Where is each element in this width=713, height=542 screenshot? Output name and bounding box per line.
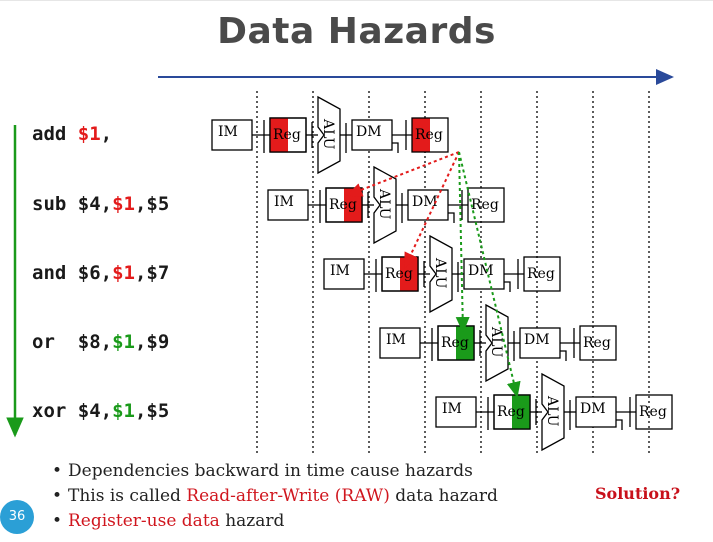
reg-highlight xyxy=(456,326,474,360)
stage-connector xyxy=(560,350,567,361)
register-operand: $1 xyxy=(112,331,135,353)
dm-stage xyxy=(463,258,505,290)
stage-connector xyxy=(504,281,511,292)
bullet-text: data hazard xyxy=(389,486,498,506)
reg-highlight xyxy=(344,188,362,222)
alu-stage xyxy=(485,303,509,383)
reg-highlight xyxy=(412,118,430,152)
bullet-list: • Dependencies backward in time cause haz… xyxy=(52,459,498,534)
im-label: IM xyxy=(274,194,294,210)
instruction-text: ,$5 xyxy=(134,400,170,422)
im-stage xyxy=(379,327,421,359)
dm-label: DM xyxy=(580,401,606,417)
register-operand: $1 xyxy=(112,193,135,215)
dm-label: DM xyxy=(356,124,382,140)
writeback-reg-label: Reg xyxy=(415,127,443,143)
alu-label: ALU xyxy=(488,326,504,358)
highlighted-text: Register-use data xyxy=(68,511,220,531)
writeback-reg-stage xyxy=(467,187,505,223)
instruction-add: add $1, xyxy=(32,123,112,145)
bullet-item: • Dependencies backward in time cause haz… xyxy=(52,459,498,484)
alu-stage xyxy=(541,372,565,452)
instruction-and: and $6,$1,$7 xyxy=(32,262,169,284)
reg-label: Reg xyxy=(385,266,413,282)
slide-title: Data Hazards xyxy=(217,11,496,52)
register-operand: $1 xyxy=(112,400,135,422)
instruction-text: or $8, xyxy=(32,331,113,353)
stage-connector xyxy=(392,142,399,153)
instruction-text: xor $4, xyxy=(32,400,113,422)
dependency-arrows xyxy=(346,151,521,398)
im-label: IM xyxy=(442,401,462,417)
bullet-item: • Register-use data hazard xyxy=(52,509,498,534)
reg-highlight xyxy=(270,118,288,152)
bullet-dot: • xyxy=(52,511,63,531)
bullet-text: hazard xyxy=(219,511,285,531)
alu-label: ALU xyxy=(320,118,336,150)
im-label: IM xyxy=(218,124,238,140)
solution-prompt: Solution? xyxy=(595,484,681,503)
alu-stage xyxy=(373,165,397,245)
alu-label: ALU xyxy=(432,257,448,289)
bullet-dot: • xyxy=(52,486,63,506)
dm-label: DM xyxy=(468,263,494,279)
writeback-reg-stage xyxy=(635,394,673,430)
im-stage xyxy=(211,119,253,151)
stage-connector xyxy=(448,212,455,223)
im-stage xyxy=(323,258,365,290)
instruction-sub: sub $4,$1,$5 xyxy=(32,193,169,215)
dm-stage xyxy=(351,119,393,151)
bullet-text: Dependencies backward in time cause haza… xyxy=(68,461,473,481)
register-operand: $1 xyxy=(77,123,101,145)
instruction-text: add xyxy=(32,123,78,145)
highlighted-text: Read-after-Write (RAW) xyxy=(186,486,390,506)
instruction-xor: xor $4,$1,$5 xyxy=(32,400,169,422)
im-label: IM xyxy=(330,263,350,279)
bullet-dot: • xyxy=(52,461,63,481)
writeback-reg-label: Reg xyxy=(583,335,611,351)
bullet-text: This is called xyxy=(68,486,187,506)
alu-label: ALU xyxy=(544,395,560,427)
hazard-arrow-sub xyxy=(346,151,460,197)
writeback-reg-stage xyxy=(411,117,449,153)
im-label: IM xyxy=(386,332,406,348)
stage-connector xyxy=(616,419,623,430)
reg-label: Reg xyxy=(441,335,469,351)
dm-label: DM xyxy=(524,332,550,348)
reg-label: Reg xyxy=(329,197,357,213)
pipeline-row-sub: IM Reg ALU DM Reg xyxy=(267,165,505,245)
pipeline-row-add: IM Reg ALU DM Reg xyxy=(211,95,449,175)
writeback-reg-label: Reg xyxy=(639,404,667,420)
instruction-text: , xyxy=(100,123,113,145)
reg-label: Reg xyxy=(273,127,301,143)
instruction-text: and $6, xyxy=(32,262,113,284)
pipeline-row-xor: IM Reg ALU DM Reg xyxy=(435,372,673,452)
register-operand: $1 xyxy=(112,262,135,284)
dm-stage xyxy=(519,327,561,359)
dm-stage xyxy=(407,189,449,221)
instruction-text: ,$5 xyxy=(134,193,170,215)
bullet-item: • This is called Read-after-Write (RAW) d… xyxy=(52,484,498,509)
writeback-reg-label: Reg xyxy=(471,197,499,213)
instruction-text: ,$9 xyxy=(134,331,170,353)
instruction-text: sub $4, xyxy=(32,193,113,215)
page-number-badge: 36 xyxy=(0,500,34,534)
instruction-or: or $8,$1,$9 xyxy=(32,331,169,353)
reg-label: Reg xyxy=(497,404,525,420)
pipeline-row-and: IM Reg ALU DM Reg xyxy=(323,234,561,314)
dm-label: DM xyxy=(412,194,438,210)
alu-stage xyxy=(429,234,453,314)
alu-stage xyxy=(317,95,341,175)
forward-arrow-or xyxy=(455,151,470,333)
writeback-reg-stage xyxy=(579,325,617,361)
instruction-text: ,$7 xyxy=(134,262,170,284)
reg-highlight xyxy=(512,395,530,429)
writeback-reg-label: Reg xyxy=(527,266,555,282)
alu-label: ALU xyxy=(376,188,392,220)
writeback-reg-stage xyxy=(523,256,561,292)
